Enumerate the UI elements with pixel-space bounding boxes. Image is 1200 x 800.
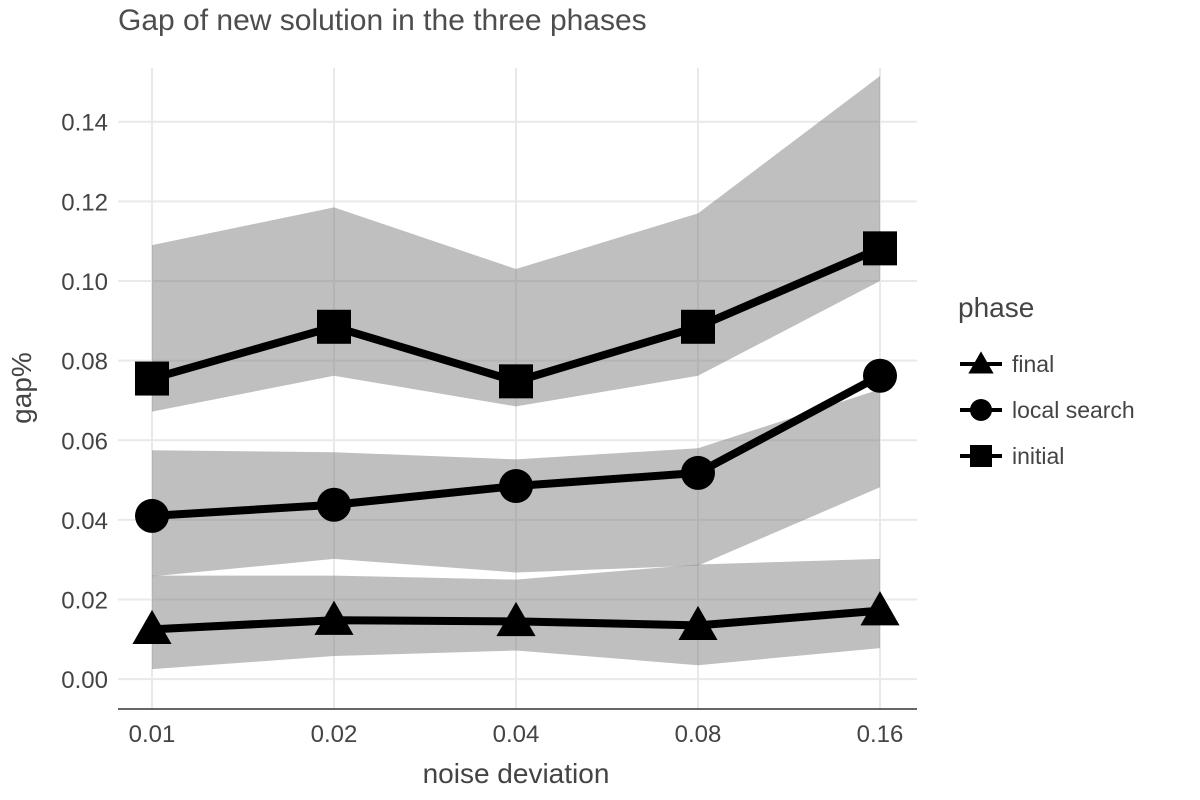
point-initial (681, 309, 715, 344)
legend-label-initial: initial (1012, 443, 1064, 469)
x-tick-label: 0.08 (675, 721, 722, 748)
y-tick-label: 0.08 (61, 349, 108, 376)
point-final (678, 605, 718, 641)
x-tick-label: 0.16 (857, 721, 904, 748)
point-final (132, 609, 172, 645)
legend-label-local-search: local search (1012, 397, 1135, 423)
y-tick-label: 0.12 (61, 189, 108, 216)
legend: phase final local search initial (958, 292, 1135, 469)
y-tick-label: 0.00 (61, 667, 108, 694)
legend-key-local-search (970, 399, 992, 421)
legend-key-initial (970, 445, 992, 467)
point-local-search (317, 487, 351, 522)
series-markers (132, 231, 900, 645)
point-local-search (135, 498, 169, 533)
point-final (860, 591, 900, 626)
point-initial (135, 361, 169, 396)
chart-title: Gap of new solution in the three phases (118, 4, 647, 37)
x-tick-label: 0.04 (493, 721, 540, 748)
legend-title: phase (958, 292, 1034, 323)
y-axis-label: gap% (6, 352, 37, 424)
y-tick-label: 0.14 (61, 110, 108, 137)
point-local-search (499, 469, 533, 504)
y-tick-label: 0.06 (61, 428, 108, 455)
y-tick-label: 0.04 (61, 508, 108, 535)
x-tick-label: 0.02 (311, 721, 358, 748)
point-local-search (863, 358, 897, 393)
y-tick-label: 0.10 (61, 269, 108, 296)
legend-key-final (968, 351, 994, 374)
point-initial (499, 364, 533, 399)
x-axis-label: noise deviation (423, 758, 610, 789)
point-local-search (681, 455, 715, 490)
legend-label-final: final (1012, 351, 1054, 377)
point-final (496, 601, 536, 637)
point-initial (317, 309, 351, 344)
point-final (314, 600, 354, 635)
point-initial (863, 231, 897, 266)
y-tick-label: 0.02 (61, 588, 108, 615)
x-tick-label: 0.01 (129, 721, 176, 748)
y-tick-labels: 0.00 0.02 0.04 0.06 0.08 0.10 0.12 0.14 (61, 110, 108, 694)
x-tick-labels: 0.01 0.02 0.04 0.08 0.16 (129, 721, 904, 748)
